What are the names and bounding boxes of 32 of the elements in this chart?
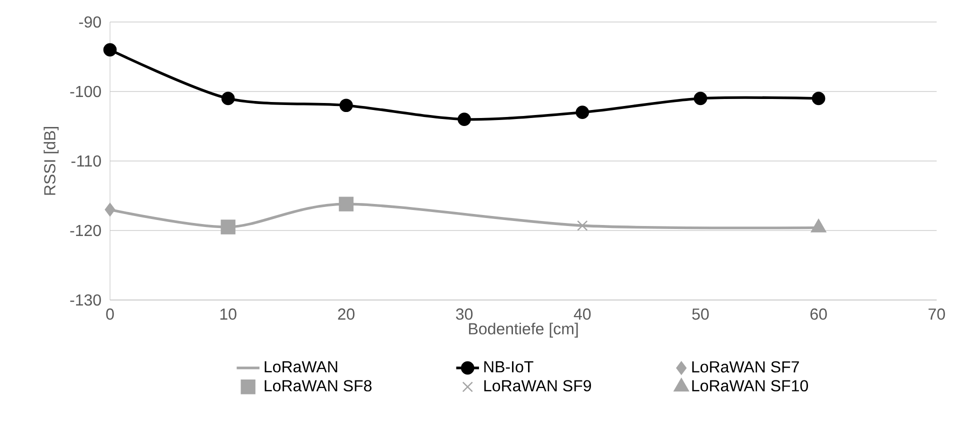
legend-label: LoRaWAN SF10 bbox=[692, 380, 808, 392]
point bbox=[220, 220, 236, 234]
x-axis-title: Bodentiefe [cm] bbox=[469, 322, 578, 338]
y-tick-label: -100 bbox=[70, 86, 101, 98]
x-tick-label: 20 bbox=[338, 308, 354, 320]
y-axis-title: RSSI [dB] bbox=[44, 127, 59, 195]
x-tick-label: 50 bbox=[692, 308, 709, 320]
x-tick-label: 60 bbox=[810, 308, 827, 320]
legend-label: NB-IoT bbox=[484, 361, 534, 372]
x-tick-label: 0 bbox=[106, 308, 114, 320]
y-tick-label: -120 bbox=[70, 224, 101, 236]
x-tick-label: 70 bbox=[928, 308, 945, 320]
point bbox=[576, 106, 590, 120]
x-tick-label: 10 bbox=[220, 308, 236, 320]
x-tick-label: 30 bbox=[456, 308, 473, 320]
point bbox=[458, 112, 471, 126]
point bbox=[340, 98, 353, 112]
legend-label: LoRaWAN bbox=[264, 361, 338, 372]
point bbox=[103, 43, 117, 56]
x-tick-label: 40 bbox=[574, 308, 591, 320]
y-tick-label: -90 bbox=[79, 16, 101, 28]
legend-label: LoRaWAN SF8 bbox=[264, 380, 372, 392]
legend-label: LoRaWAN SF9 bbox=[484, 380, 591, 392]
point bbox=[338, 196, 354, 212]
point bbox=[104, 202, 116, 216]
point bbox=[812, 92, 826, 106]
legend-label: LoRaWAN SF7 bbox=[692, 361, 799, 372]
y-tick-label: -130 bbox=[70, 294, 101, 306]
point bbox=[694, 92, 708, 106]
point bbox=[577, 220, 588, 232]
y-tick-label: -110 bbox=[71, 155, 101, 167]
point bbox=[221, 92, 235, 106]
